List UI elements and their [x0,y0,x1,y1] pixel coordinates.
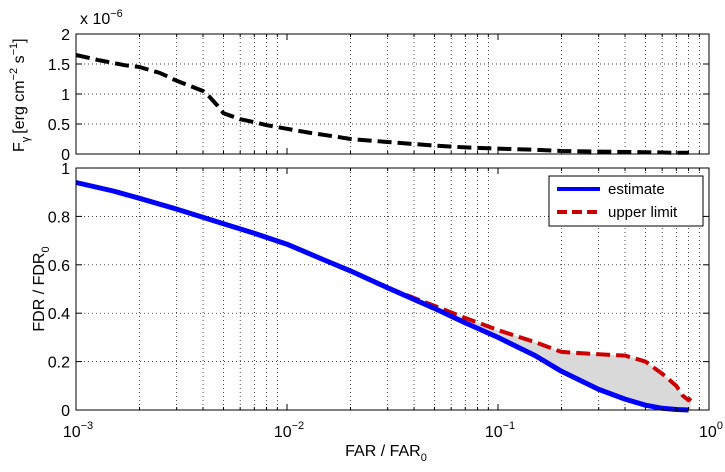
top-ytick-label: 0.5 [48,117,70,134]
top-scale-factor-label: x 10−6 [80,8,123,28]
top-ticks [75,33,709,155]
bottom-ylabel-main: FDR / FDR [31,253,48,332]
top-ytick-label: 2 [61,27,70,44]
top-ytick-label: 0 [61,147,70,164]
top-panel: 0 0.5 1 1.5 2 x 10−6 Fγ [erg cm−2 s−1] [8,8,710,164]
bottom-ytick-label: 0.8 [48,209,70,226]
legend-label-estimate: estimate [608,181,665,198]
top-ylabel-exp2: −1 [8,43,20,56]
bottom-ytick-label: 0.2 [48,355,70,372]
top-ylabel-main: F [11,142,28,152]
top-series-line [75,53,689,155]
bottom-xtick-label: 100 [699,420,723,441]
bottom-xlabel-main: FAR / FAR [345,443,421,460]
bottom-xtick-label: 10−1 [485,420,515,441]
bottom-ytick-label: 0.6 [48,258,70,275]
bottom-xtick-label: 10−3 [63,420,93,441]
bottom-ytick-label: 0.4 [48,306,70,323]
top-y-axis-label: Fγ [erg cm−2 s−1] [8,38,32,152]
scale-factor-base: x 10 [80,11,110,28]
bottom-xtick-labels: 10−3 10−2 10−1 100 [63,420,723,441]
top-grid [76,34,709,154]
top-ytick-label: 1.5 [48,57,70,74]
top-ylabel-sub: γ [20,136,32,142]
bottom-ytick-label: 1 [61,161,70,178]
bottom-xlabel-sub: 0 [421,452,427,464]
top-ytick-label: 1 [61,87,70,104]
bottom-x-axis-label: FAR / FAR0 [345,443,427,464]
top-ylabel-units-prefix: [erg cm [11,80,28,133]
legend-box [548,175,704,227]
legend: estimate upper limit [548,175,704,227]
bottom-y-axis-label: FDR / FDR0 [31,246,52,331]
bottom-ytick-labels: 0 0.2 0.4 0.6 0.8 1 [48,161,70,420]
bottom-series [75,180,693,413]
top-ylabel-exp1: −2 [8,68,20,81]
top-series [75,53,689,155]
scale-factor-exp: −6 [110,8,123,20]
series-estimate-line [75,180,689,413]
top-ytick-labels: 0 0.5 1 1.5 2 [48,27,70,164]
bottom-xtick-label: 10−2 [274,420,304,441]
series-upper-limit-line [386,285,693,403]
bottom-ylabel-sub: 0 [40,246,52,252]
bottom-ytick-label: 0 [61,403,70,420]
top-ylabel-units-suffix: ] [11,38,28,42]
legend-label-upper-limit: upper limit [608,204,678,221]
bottom-axes-box [75,167,710,411]
top-ylabel-units-mid: s [11,55,28,67]
bottom-panel: 0 0.2 0.4 0.6 0.8 1 10−3 10−2 10−1 100 FAR / FAR… [31,161,723,464]
bottom-ticks [75,167,709,411]
